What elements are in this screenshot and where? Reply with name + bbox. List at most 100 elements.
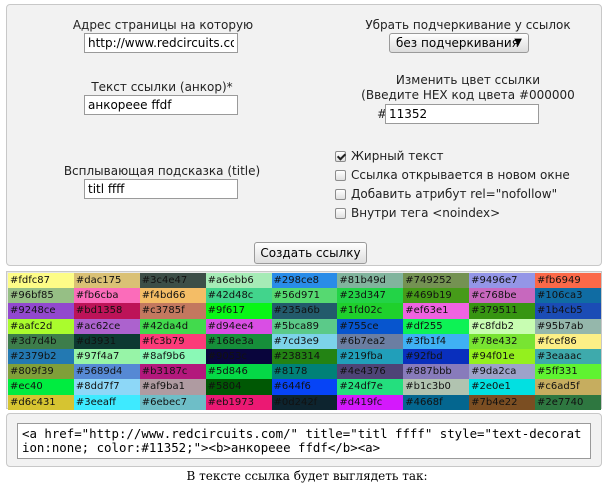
palette-swatch[interactable]: #97f4a7 (73, 348, 140, 365)
underline-select[interactable]: без подчеркивания ▼ (389, 33, 529, 53)
palette-swatch[interactable]: #9da2ca (469, 364, 535, 380)
nofollow-checkbox-row[interactable]: Добавить атрибут rel="nofollow" (335, 186, 557, 202)
palette-swatch[interactable]: #af9ba1 (139, 379, 206, 395)
palette-swatch[interactable]: #8af9b6 (139, 348, 206, 365)
palette-swatch[interactable]: #887bbb (403, 364, 470, 380)
palette-swatch[interactable]: #5689d4 (73, 364, 140, 380)
title-input[interactable] (84, 179, 238, 199)
palette-swatch[interactable]: #d94ee4 (205, 318, 272, 334)
nofollow-checkbox[interactable] (335, 188, 346, 200)
palette-swatch[interactable]: #5bca89 (271, 318, 338, 334)
palette-swatch[interactable]: #c768be (469, 288, 535, 304)
palette-swatch[interactable]: #95b7ab (535, 318, 601, 334)
palette-swatch[interactable]: #809f39 (8, 364, 74, 380)
palette-swatch[interactable]: #9053c (205, 348, 272, 365)
palette-swatch[interactable]: #3d7d4b (8, 333, 74, 349)
output-panel: <a href="http://www.redcircuits.com/" ti… (6, 413, 602, 467)
palette-swatch[interactable]: #235a6b (271, 303, 338, 319)
palette-swatch[interactable]: #9496e7 (469, 273, 535, 289)
color-hex-input[interactable] (385, 104, 539, 124)
palette-swatch[interactable]: #c8fdb2 (469, 318, 535, 334)
palette-swatch[interactable]: #fb6949 (535, 273, 601, 289)
palette-swatch[interactable]: #3eaaac (535, 348, 601, 365)
palette-swatch[interactable]: #5d846 (205, 364, 272, 380)
palette-swatch[interactable]: #298ce8 (271, 273, 338, 289)
create-link-button[interactable]: Создать ссылку (254, 242, 367, 264)
palette-swatch[interactable]: #749252 (403, 273, 470, 289)
bold-checkbox[interactable] (335, 150, 346, 162)
palette-swatch[interactable]: #d6c431 (8, 394, 74, 410)
palette-swatch[interactable]: #3c4e47 (139, 273, 206, 289)
underline-select-value: без подчеркивания (396, 36, 519, 50)
palette-swatch[interactable]: #fcef86 (535, 333, 601, 349)
palette-swatch[interactable]: #b3187c (139, 364, 206, 380)
palette-swatch[interactable]: #8178 (271, 364, 338, 380)
palette-swatch[interactable]: #fb6cba (73, 288, 140, 304)
palette-swatch[interactable]: #dac175 (73, 273, 140, 289)
palette-swatch[interactable]: #755ce (337, 318, 404, 334)
palette-swatch[interactable]: #3eeaff (73, 394, 140, 410)
anchor-label: Текст ссылки (анкор)* (91, 80, 233, 94)
palette-swatch[interactable]: #ef63e1 (403, 303, 470, 319)
new-window-checkbox[interactable] (335, 169, 346, 181)
palette-swatch[interactable]: #238314 (271, 348, 338, 365)
palette-swatch[interactable]: #7b4e22 (469, 394, 535, 410)
palette-swatch[interactable]: #1fd02c (337, 303, 404, 319)
anchor-input[interactable] (84, 95, 238, 115)
palette-swatch[interactable]: #fc3b79 (139, 333, 206, 349)
palette-swatch[interactable]: #9248ce (8, 303, 74, 319)
palette-swatch[interactable]: #644f6 (271, 379, 338, 395)
palette-swatch[interactable]: #78e432 (469, 333, 535, 349)
palette-swatch[interactable]: #c3785f (139, 303, 206, 319)
palette-swatch[interactable]: #92fbd (403, 348, 470, 365)
palette-swatch[interactable]: #24df7e (337, 379, 404, 395)
palette-swatch[interactable]: #4e4376 (337, 364, 404, 380)
noindex-checkbox-row[interactable]: Внутри тега <noindex> (335, 205, 500, 221)
palette-swatch[interactable]: #56d971 (271, 288, 338, 304)
palette-swatch[interactable]: #5ff331 (535, 364, 601, 380)
palette-swatch[interactable]: #96bf85 (8, 288, 74, 304)
url-input[interactable] (84, 33, 238, 53)
palette-swatch[interactable]: #42d48c (205, 288, 272, 304)
palette-swatch[interactable]: #6ebec7 (139, 394, 206, 410)
palette-swatch[interactable]: #d3931 (73, 333, 140, 349)
color-palette-grid: #fdfc87 #dac175 #3c4e47 #a6ebb6 #298ce8 #81b4… (8, 273, 601, 410)
palette-swatch[interactable]: #f4bd66 (139, 288, 206, 304)
palette-swatch[interactable]: #6b7ea2 (337, 333, 404, 349)
palette-swatch[interactable]: #eb1973 (205, 394, 272, 410)
palette-swatch[interactable]: #ac62ce (73, 318, 140, 334)
palette-swatch[interactable]: #bd1358 (73, 303, 140, 319)
palette-swatch[interactable]: #81b49d (337, 273, 404, 289)
palette-swatch[interactable]: #469b19 (403, 288, 470, 304)
palette-swatch[interactable]: #d419fc (337, 394, 404, 410)
palette-swatch[interactable]: #fdfc87 (8, 273, 74, 289)
palette-swatch[interactable]: #94f01e (469, 348, 535, 365)
palette-swatch[interactable]: #ec40 (8, 379, 74, 395)
palette-swatch[interactable]: #379511 (469, 303, 535, 319)
generated-code-textarea[interactable]: <a href="http://www.redcircuits.com/" ti… (17, 423, 591, 459)
palette-swatch[interactable]: #9f617 (205, 303, 272, 319)
palette-swatch[interactable]: #3fb1f4 (403, 333, 470, 349)
palette-swatch[interactable]: #0d242f (271, 394, 338, 410)
palette-swatch[interactable]: #8dd7f7 (73, 379, 140, 395)
palette-swatch[interactable]: #7cd3e9 (271, 333, 338, 349)
palette-swatch[interactable]: #a6ebb6 (205, 273, 272, 289)
palette-swatch[interactable]: #219fba (337, 348, 404, 365)
noindex-checkbox[interactable] (335, 207, 346, 219)
palette-swatch[interactable]: #4668f (403, 394, 470, 410)
palette-swatch[interactable]: #5804 (205, 379, 272, 395)
palette-swatch[interactable]: #aafc2d (8, 318, 74, 334)
palette-swatch[interactable]: #c6ad5f (535, 379, 601, 395)
palette-swatch[interactable]: #df255 (403, 318, 470, 334)
palette-swatch[interactable]: #b1c3b0 (403, 379, 470, 395)
bold-checkbox-row[interactable]: Жирный текст (335, 148, 443, 164)
palette-swatch[interactable]: #42da4d (139, 318, 206, 334)
palette-swatch[interactable]: #2e0e1 (469, 379, 535, 395)
palette-swatch[interactable]: #1b4cb5 (535, 303, 601, 319)
palette-swatch[interactable]: #106ca3 (535, 288, 601, 304)
new-window-checkbox-row[interactable]: Ссылка открывается в новом окне (335, 167, 570, 183)
palette-swatch[interactable]: #23d347 (337, 288, 404, 304)
palette-swatch[interactable]: #168e3a (205, 333, 272, 349)
palette-swatch[interactable]: #2379b2 (8, 348, 74, 365)
palette-swatch[interactable]: #2e7740 (535, 394, 601, 410)
